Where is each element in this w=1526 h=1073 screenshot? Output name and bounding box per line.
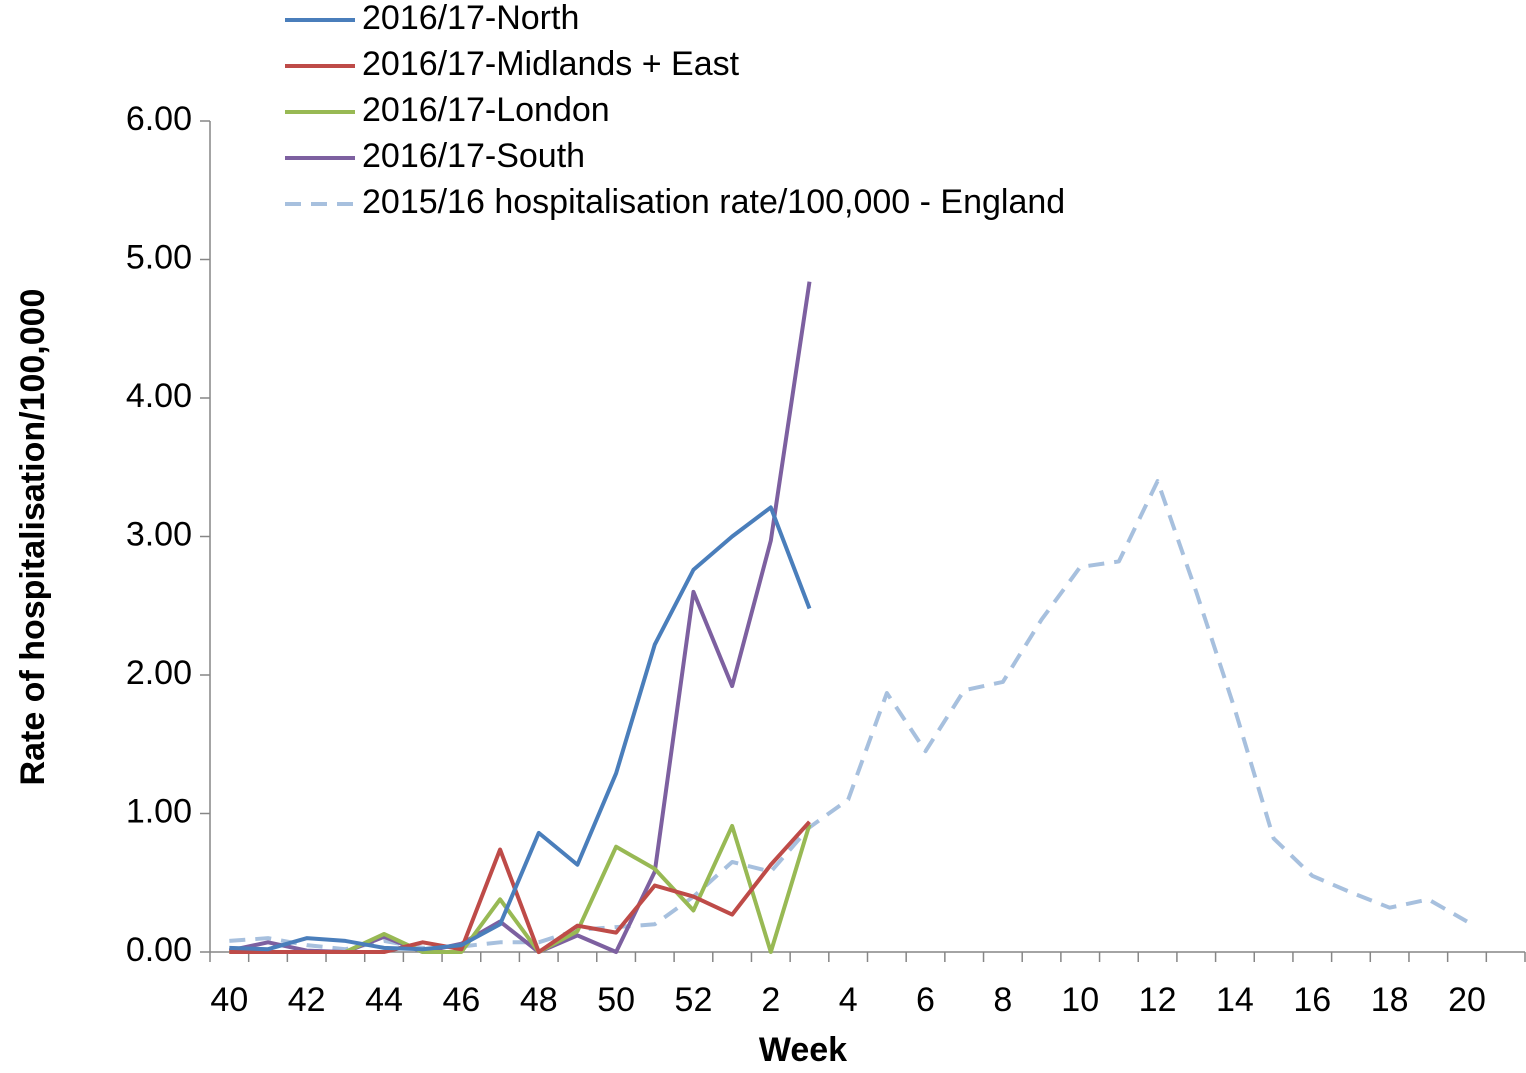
y-tick-label: 1.00 <box>126 792 192 830</box>
series-line <box>229 479 1468 952</box>
x-tick-label: 18 <box>1371 981 1409 1019</box>
x-tick-label: 46 <box>442 981 480 1019</box>
x-tick-label: 44 <box>365 981 403 1019</box>
legend-label: 2016/17-London <box>362 91 610 129</box>
x-tick-label: 2 <box>761 981 780 1019</box>
x-tick-label: 40 <box>210 981 248 1019</box>
x-tick-label: 16 <box>1293 981 1331 1019</box>
x-tick-label: 4 <box>839 981 858 1019</box>
series-line <box>229 820 811 954</box>
y-axis-title: Rate of hospitalisation/100,000 <box>14 289 52 786</box>
x-tick-label: 52 <box>675 981 713 1019</box>
legend-label: 2016/17-North <box>362 0 579 37</box>
series-line <box>229 823 812 954</box>
legend-label: 2016/17-South <box>362 137 585 175</box>
x-axis-title: Week <box>759 1031 847 1069</box>
x-tick-label: 12 <box>1139 981 1177 1019</box>
series-line <box>229 505 812 952</box>
x-tick-label: 6 <box>916 981 935 1019</box>
y-tick-label: 0.00 <box>126 931 192 969</box>
x-tick-label: 48 <box>520 981 558 1019</box>
legend-label: 2015/16 hospitalisation rate/100,000 - E… <box>362 183 1065 221</box>
x-tick-label: 50 <box>597 981 635 1019</box>
legend-label: 2016/17-Midlands + East <box>362 45 740 83</box>
y-tick-label: 5.00 <box>126 238 192 276</box>
x-tick-label: 42 <box>288 981 326 1019</box>
x-tick-label: 14 <box>1216 981 1254 1019</box>
x-tick-label: 10 <box>1061 981 1099 1019</box>
y-tick-label: 2.00 <box>126 654 192 692</box>
y-tick-label: 4.00 <box>126 377 192 415</box>
y-tick-label: 3.00 <box>126 515 192 553</box>
y-tick-label: 6.00 <box>126 100 192 138</box>
x-tick-label: 20 <box>1448 981 1486 1019</box>
x-tick-label: 8 <box>993 981 1012 1019</box>
